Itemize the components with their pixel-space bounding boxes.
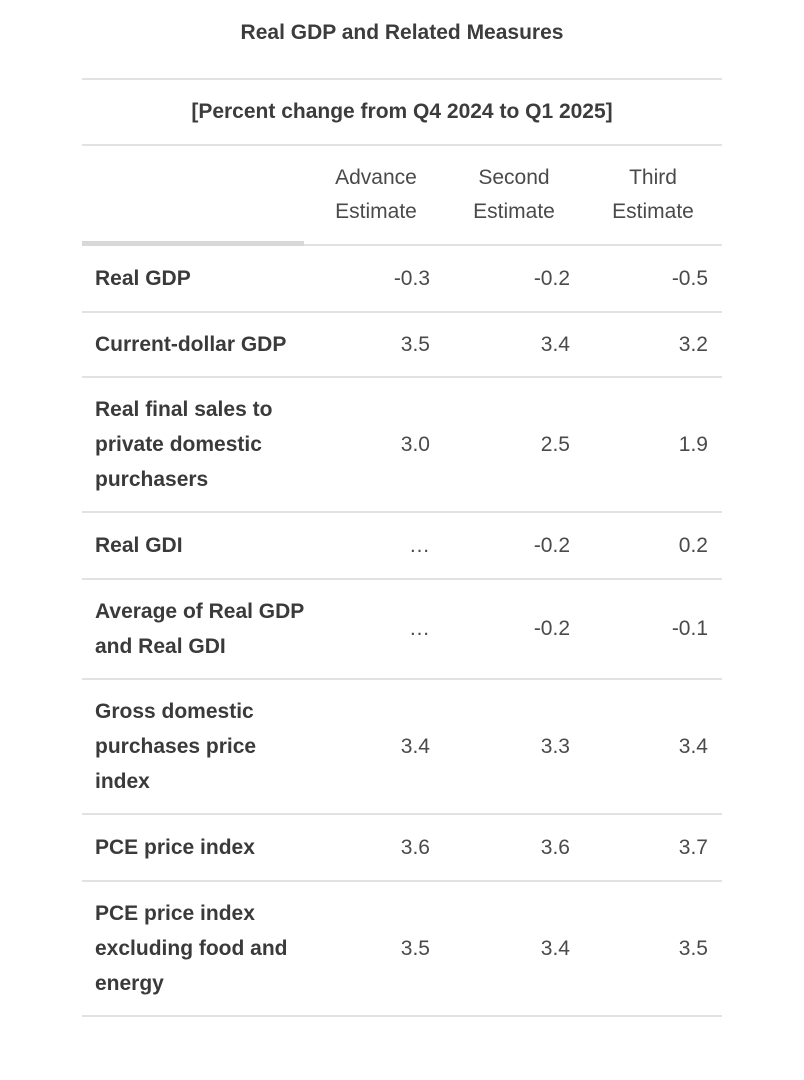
advance-value: 3.5: [308, 881, 444, 1017]
advance-value: 3.5: [308, 312, 444, 378]
third-value: 3.4: [584, 679, 722, 815]
row-label: Real final sales to private domestic pur…: [82, 377, 308, 513]
table-title: Real GDP and Related Measures: [82, 0, 722, 80]
second-value: -0.2: [444, 245, 584, 313]
second-value: 3.4: [444, 312, 584, 378]
gdp-measures-table: Advance Estimate Second Estimate Third E…: [82, 146, 722, 1017]
second-value: 3.3: [444, 679, 584, 815]
advance-value: 3.6: [308, 814, 444, 882]
advance-value: …: [308, 512, 444, 580]
second-value: -0.2: [444, 512, 584, 580]
advance-value: 3.0: [308, 377, 444, 513]
table-row: PCE price index 3.6 3.6 3.7: [82, 814, 722, 882]
gdp-table-container: Real GDP and Related Measures [Percent c…: [82, 0, 722, 1017]
table-row: Current-dollar GDP 3.5 3.4 3.2: [82, 312, 722, 378]
row-label: Current-dollar GDP: [82, 312, 308, 378]
table-row: Real final sales to private domestic pur…: [82, 377, 722, 513]
second-value: 2.5: [444, 377, 584, 513]
advance-value: …: [308, 579, 444, 680]
table-row: Real GDP -0.3 -0.2 -0.5: [82, 245, 722, 313]
column-header-advance: Advance Estimate: [308, 146, 444, 246]
third-value: -0.5: [584, 245, 722, 313]
third-value: 3.7: [584, 814, 722, 882]
table-row: PCE price index excluding food and energ…: [82, 881, 722, 1017]
column-header-line2: Estimate: [612, 200, 694, 223]
column-header-line1: Advance: [335, 166, 417, 189]
header-underbar: [82, 241, 304, 246]
advance-value: -0.3: [308, 245, 444, 313]
third-value: 1.9: [584, 377, 722, 513]
column-header-second: Second Estimate: [444, 146, 584, 246]
header-blank-cell: [82, 146, 308, 246]
third-value: 3.5: [584, 881, 722, 1017]
row-label: PCE price index: [82, 814, 308, 882]
third-value: 0.2: [584, 512, 722, 580]
row-label: Gross domestic purchases price index: [82, 679, 308, 815]
column-header-third: Third Estimate: [584, 146, 722, 246]
third-value: -0.1: [584, 579, 722, 680]
column-header-line1: Second: [478, 166, 550, 189]
row-label: Average of Real GDP and Real GDI: [82, 579, 308, 680]
second-value: -0.2: [444, 579, 584, 680]
column-header-line2: Estimate: [473, 200, 555, 223]
second-value: 3.6: [444, 814, 584, 882]
third-value: 3.2: [584, 312, 722, 378]
row-label: Real GDP: [82, 245, 308, 313]
table-subtitle: [Percent change from Q4 2024 to Q1 2025]: [82, 80, 722, 146]
table-row: Gross domestic purchases price index 3.4…: [82, 679, 722, 815]
second-value: 3.4: [444, 881, 584, 1017]
column-header-line2: Estimate: [335, 200, 417, 223]
column-header-line1: Third: [629, 166, 677, 189]
table-row: Real GDI … -0.2 0.2: [82, 512, 722, 580]
table-header-row: Advance Estimate Second Estimate Third E…: [82, 146, 722, 246]
table-row: Average of Real GDP and Real GDI … -0.2 …: [82, 579, 722, 680]
advance-value: 3.4: [308, 679, 444, 815]
row-label: PCE price index excluding food and energ…: [82, 881, 308, 1017]
row-label: Real GDI: [82, 512, 308, 580]
